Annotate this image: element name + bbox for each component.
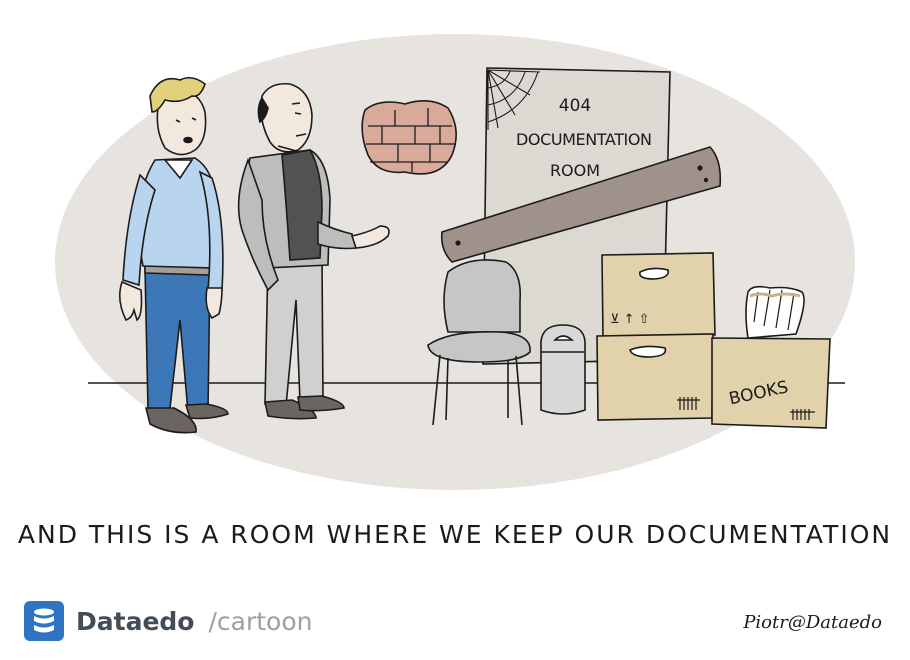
brick-patch: [361, 100, 457, 175]
cartoon-illustration: 404 DOCUMENTATION ROOM ⊻ ↑ ⇧ BOOKS: [55, 34, 855, 490]
wooden-plank: [440, 146, 722, 263]
fragile-icons: ⊻ ↑ ⇧: [610, 312, 650, 327]
artist-signature: Piotr@Dataedo: [743, 612, 882, 633]
brand-name: Dataedo: [76, 606, 195, 636]
right-man: [237, 82, 390, 420]
left-man: [118, 76, 229, 434]
brand-tagline: /cartoon: [208, 606, 313, 636]
door-sign-line3: ROOM: [550, 161, 600, 180]
brand-logo-group[interactable]: Dataedo /cartoon: [24, 600, 313, 642]
trash-can: [540, 324, 586, 415]
cartoon-caption: AND THIS IS A ROOM WHERE WE KEEP OUR DOC…: [17, 520, 893, 549]
database-icon: [24, 601, 64, 641]
cobweb: [487, 69, 541, 130]
door-sign-line2: DOCUMENTATION: [516, 130, 652, 149]
chair: [427, 259, 531, 426]
door-sign-line1: 404: [559, 96, 591, 116]
storage-boxes: ⊻ ↑ ⇧ BOOKS: [596, 252, 831, 429]
